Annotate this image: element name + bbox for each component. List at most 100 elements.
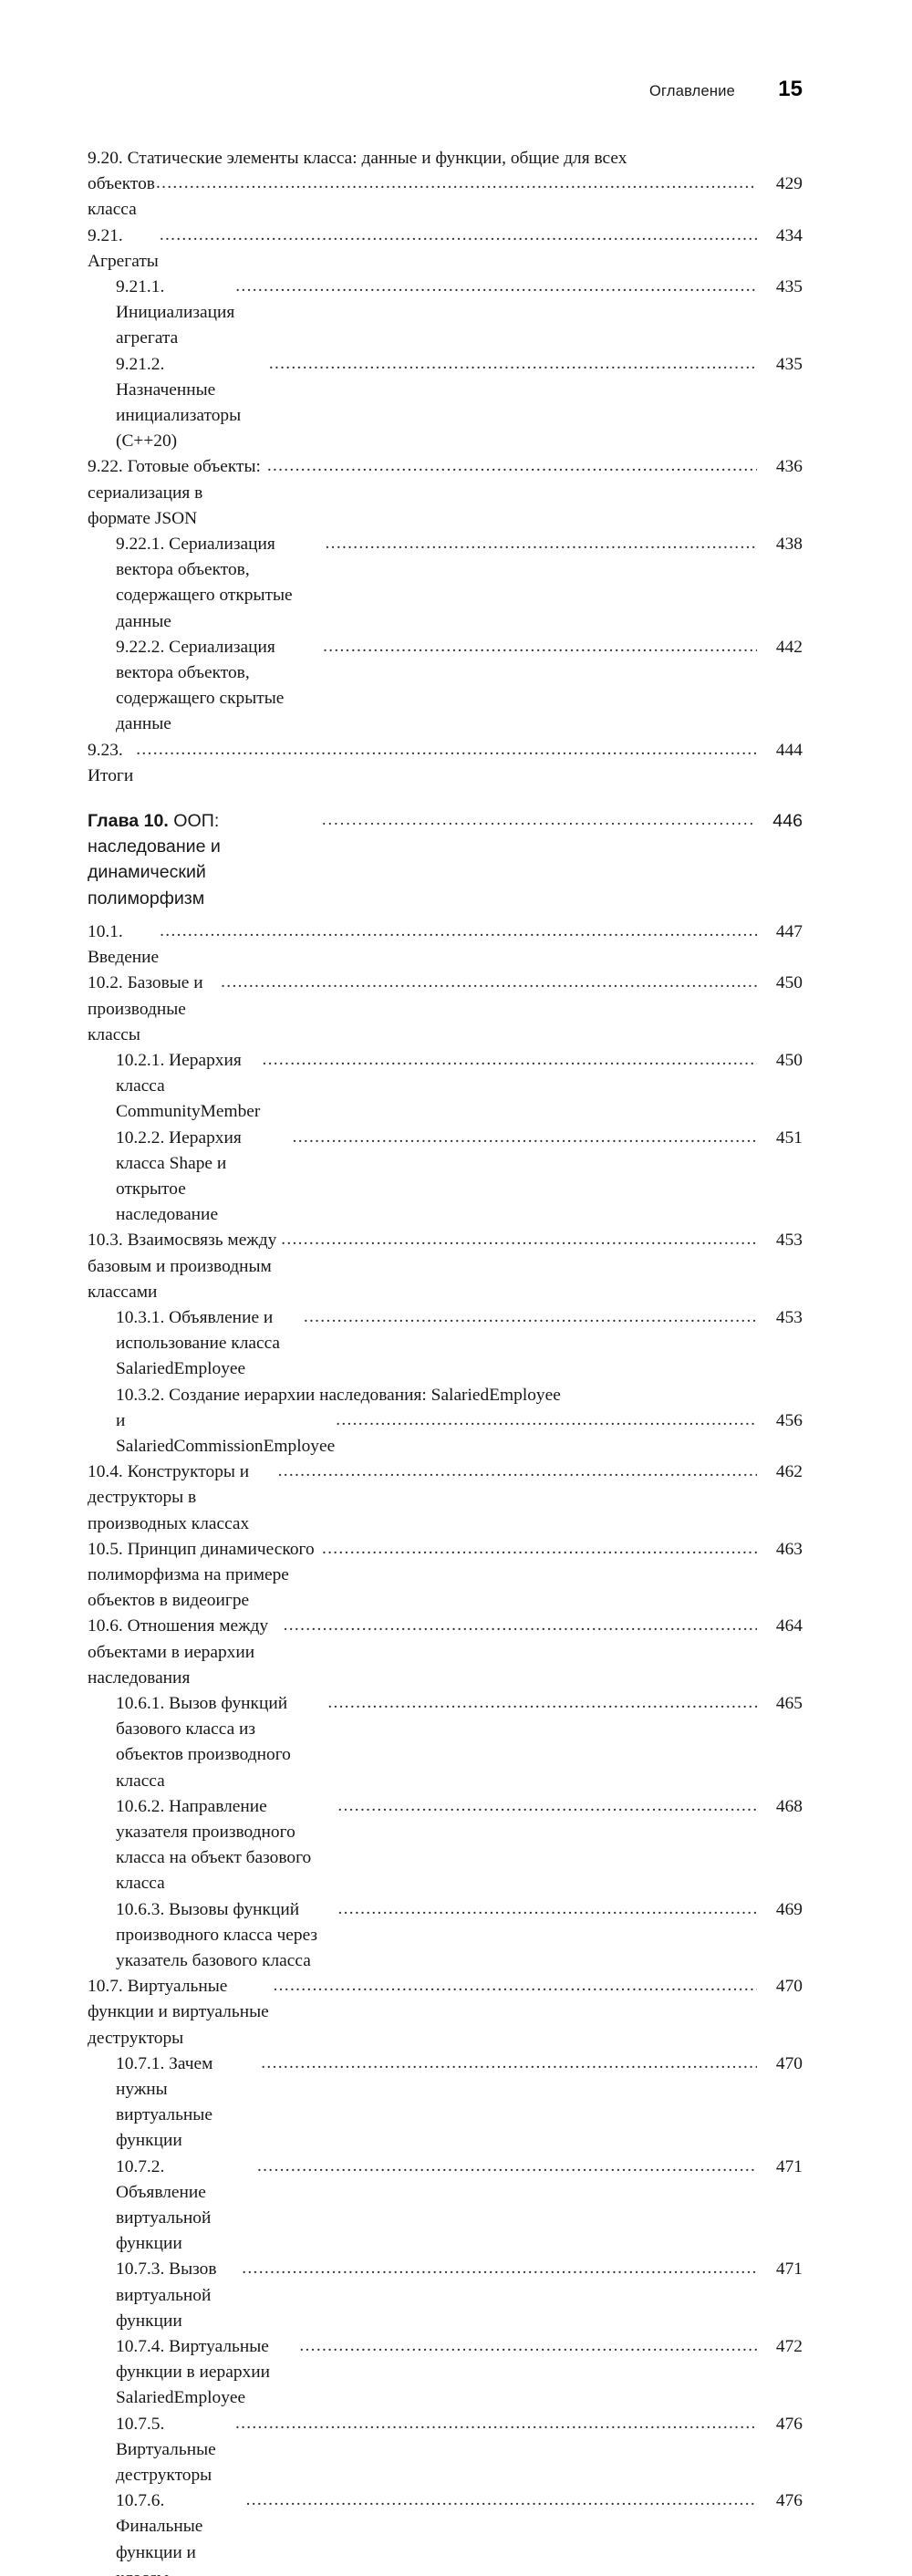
toc-entry-text: 10.2.2. Иерархия класса Shape и открытое… bbox=[116, 1127, 246, 1225]
dot-leader: ........................................… bbox=[277, 1461, 757, 1481]
toc-subsection-entry[interactable]: 10.7.4. Виртуальные функции в иерархии S… bbox=[88, 2334, 803, 2412]
toc-entry-text: 10.7.5. Виртуальные деструкторы bbox=[116, 2414, 221, 2486]
toc-entry-text: 9.23. Итоги bbox=[88, 740, 134, 785]
toc-page-number: 442 bbox=[775, 637, 803, 657]
toc-subsection-entry[interactable]: 10.7.1. Зачем нужны виртуальные функции.… bbox=[88, 2051, 803, 2155]
toc-page-number: 469 bbox=[775, 1899, 803, 1919]
toc-subsection-entry[interactable]: 10.6.3. Вызовы функций производного клас… bbox=[88, 1897, 803, 1975]
toc-chapter-entry[interactable]: Глава 10. ООП: наследование и динамическ… bbox=[88, 808, 803, 911]
dot-leader: ........................................… bbox=[242, 2259, 757, 2279]
toc-page-number: 470 bbox=[775, 1977, 803, 1997]
toc-entry-text: 10.3.1. Объявление и использование класс… bbox=[116, 1307, 285, 1379]
toc-chapter-label: Глава 10. bbox=[88, 811, 169, 832]
toc-section-entry[interactable]: 10.4. Конструкторы и деструкторы в произ… bbox=[88, 1459, 803, 1537]
dot-leader: ........................................… bbox=[266, 456, 757, 476]
toc-page-number: 468 bbox=[775, 1796, 803, 1816]
toc-page-number: 436 bbox=[775, 457, 803, 477]
toc-subsection-entry[interactable]: 10.3.2. Создание иерархии наследования: … bbox=[88, 1383, 803, 1460]
dot-leader: ........................................… bbox=[336, 1409, 757, 1429]
toc-subsection-entry[interactable]: 9.22.2. Сериализация вектора объектов, с… bbox=[88, 635, 803, 738]
toc-page-number: 453 bbox=[775, 1307, 803, 1327]
dot-leader: ........................................… bbox=[268, 353, 757, 373]
dot-leader: ........................................… bbox=[337, 1898, 757, 1918]
running-head-title: Оглавление bbox=[649, 83, 735, 99]
toc-entry-text: 10.2. Базовые и производные классы bbox=[88, 973, 208, 1044]
toc-page-number: 446 bbox=[772, 811, 803, 832]
toc-entry-text: 10.5. Принцип динамического полиморфизма… bbox=[88, 1539, 319, 1611]
dot-leader: ........................................… bbox=[261, 2052, 757, 2072]
toc-subsection-entry[interactable]: 9.22.1. Сериализация вектора объектов, с… bbox=[88, 532, 803, 635]
toc-page-number: 471 bbox=[775, 2156, 803, 2176]
toc-page-number: 462 bbox=[775, 1462, 803, 1482]
toc-subsection-entry[interactable]: 10.7.3. Вызов виртуальной функции.......… bbox=[88, 2257, 803, 2334]
table-of-contents: 9.20. Статические элементы класса: данны… bbox=[88, 146, 803, 2576]
toc-entry-text: 10.6.2. Направление указателя производно… bbox=[116, 1796, 316, 1894]
toc-entry-text: 10.1. Введение bbox=[88, 921, 160, 968]
toc-page-number: 429 bbox=[775, 174, 803, 194]
dot-leader: ........................................… bbox=[221, 972, 757, 992]
toc-subsection-entry[interactable]: 10.7.5. Виртуальные деструкторы.........… bbox=[88, 2412, 803, 2489]
toc-section-entry[interactable]: 10.6. Отношения между объектами в иерарх… bbox=[88, 1614, 803, 1691]
toc-page-number: 450 bbox=[775, 1050, 803, 1070]
toc-entry-text: 10.7.4. Виртуальные функции в иерархии S… bbox=[116, 2337, 275, 2408]
toc-entry-text: 10.3.2. Создание иерархии наследования: … bbox=[116, 1385, 561, 1405]
toc-page-number: 434 bbox=[775, 225, 803, 245]
toc-section-entry[interactable]: 9.22. Готовые объекты: сериализация в фо… bbox=[88, 454, 803, 532]
toc-subsection-entry[interactable]: 9.21.2. Назначенные инициализаторы (C++2… bbox=[88, 352, 803, 455]
toc-page-number: 435 bbox=[775, 354, 803, 374]
toc-entry-text: 9.20. Статические элементы класса: данны… bbox=[88, 149, 627, 168]
dot-leader: ........................................… bbox=[303, 1306, 757, 1326]
dot-leader: ........................................… bbox=[273, 1976, 758, 1996]
toc-page-number: 470 bbox=[775, 2053, 803, 2073]
dot-leader: ........................................… bbox=[235, 276, 757, 296]
toc-page-number: 435 bbox=[775, 277, 803, 297]
toc-subsection-entry[interactable]: 10.7.6. Финальные функции и классы......… bbox=[88, 2488, 803, 2576]
toc-entry-text: 9.21.2. Назначенные инициализаторы (C++2… bbox=[116, 354, 245, 452]
toc-entry-text: 10.3. Взаимосвязь между базовым и произв… bbox=[88, 1231, 282, 1302]
dot-leader: ........................................… bbox=[283, 1615, 757, 1636]
toc-section-entry[interactable]: 10.3. Взаимосвязь между базовым и произв… bbox=[88, 1228, 803, 1305]
toc-subsection-entry[interactable]: 10.3.1. Объявление и использование класс… bbox=[88, 1305, 803, 1383]
toc-subsection-entry[interactable]: 10.2.2. Иерархия класса Shape и открытое… bbox=[88, 1126, 803, 1229]
toc-page: Оглавление 15 9.20. Статические элементы… bbox=[88, 77, 803, 2576]
toc-page-number: 472 bbox=[775, 2337, 803, 2357]
toc-page-number: 465 bbox=[775, 1693, 803, 1713]
toc-subsection-entry[interactable]: 9.21.1. Инициализация агрегата..........… bbox=[88, 275, 803, 352]
toc-section-entry[interactable]: 10.7. Виртуальные функции и виртуальные … bbox=[88, 1974, 803, 2051]
toc-section-entry[interactable]: 10.5. Принцип динамического полиморфизма… bbox=[88, 1537, 803, 1615]
toc-entry-text: 9.22. Готовые объекты: сериализация в фо… bbox=[88, 457, 265, 528]
toc-section-entry[interactable]: 10.2. Базовые и производные классы......… bbox=[88, 971, 803, 1048]
toc-page-number: 476 bbox=[775, 2414, 803, 2434]
dot-leader: ........................................… bbox=[159, 224, 757, 244]
dot-leader: ........................................… bbox=[155, 173, 757, 193]
toc-entry-text-cont: объектов класса bbox=[88, 174, 160, 220]
toc-section-entry[interactable]: 9.23. Итоги.............................… bbox=[88, 738, 803, 789]
toc-entry-text: 10.7.3. Вызов виртуальной функции bbox=[116, 2259, 222, 2331]
toc-page-number: 471 bbox=[775, 2259, 803, 2280]
toc-section-entry[interactable]: 10.1. Введение..........................… bbox=[88, 919, 803, 971]
dot-leader: ........................................… bbox=[245, 2490, 757, 2510]
dot-leader: ........................................… bbox=[136, 739, 757, 759]
toc-section-entry[interactable]: 9.21. Агрегаты..........................… bbox=[88, 223, 803, 275]
dot-leader: ........................................… bbox=[327, 1692, 757, 1712]
toc-subsection-entry[interactable]: 10.6.1. Вызов функций базового класса из… bbox=[88, 1691, 803, 1794]
toc-subsection-entry[interactable]: 10.2.1. Иерархия класса CommunityMember.… bbox=[88, 1048, 803, 1126]
toc-entry-text-cont: и SalariedCommissionEmployee bbox=[116, 1410, 336, 1456]
toc-page-number: 464 bbox=[775, 1616, 803, 1636]
toc-subsection-entry[interactable]: 10.6.2. Направление указателя производно… bbox=[88, 1794, 803, 1897]
toc-entry-text: 10.7. Виртуальные функции и виртуальные … bbox=[88, 1977, 274, 2048]
dot-leader: ........................................… bbox=[292, 1127, 757, 1147]
toc-page-number: 444 bbox=[775, 740, 803, 760]
toc-entry-text: 9.21. Агрегаты bbox=[88, 225, 159, 271]
toc-entry-text: 10.4. Конструкторы и деструкторы в произ… bbox=[88, 1462, 254, 1533]
toc-page-number: 447 bbox=[775, 921, 803, 941]
toc-page-number: 451 bbox=[775, 1127, 803, 1148]
toc-subsection-entry[interactable]: 10.7.2. Объявление виртуальной функции..… bbox=[88, 2155, 803, 2258]
toc-section-entry[interactable]: 9.20. Статические элементы класса: данны… bbox=[88, 146, 803, 223]
toc-chapter-title: ООП: наследование и динамический полимор… bbox=[88, 811, 226, 909]
toc-page-number: 476 bbox=[775, 2491, 803, 2511]
dot-leader: ........................................… bbox=[234, 2413, 757, 2433]
toc-page-number: 463 bbox=[775, 1539, 803, 1559]
toc-entry-text: 9.22.2. Сериализация вектора объектов, с… bbox=[116, 637, 289, 734]
dot-leader: ........................................… bbox=[337, 1795, 757, 1815]
